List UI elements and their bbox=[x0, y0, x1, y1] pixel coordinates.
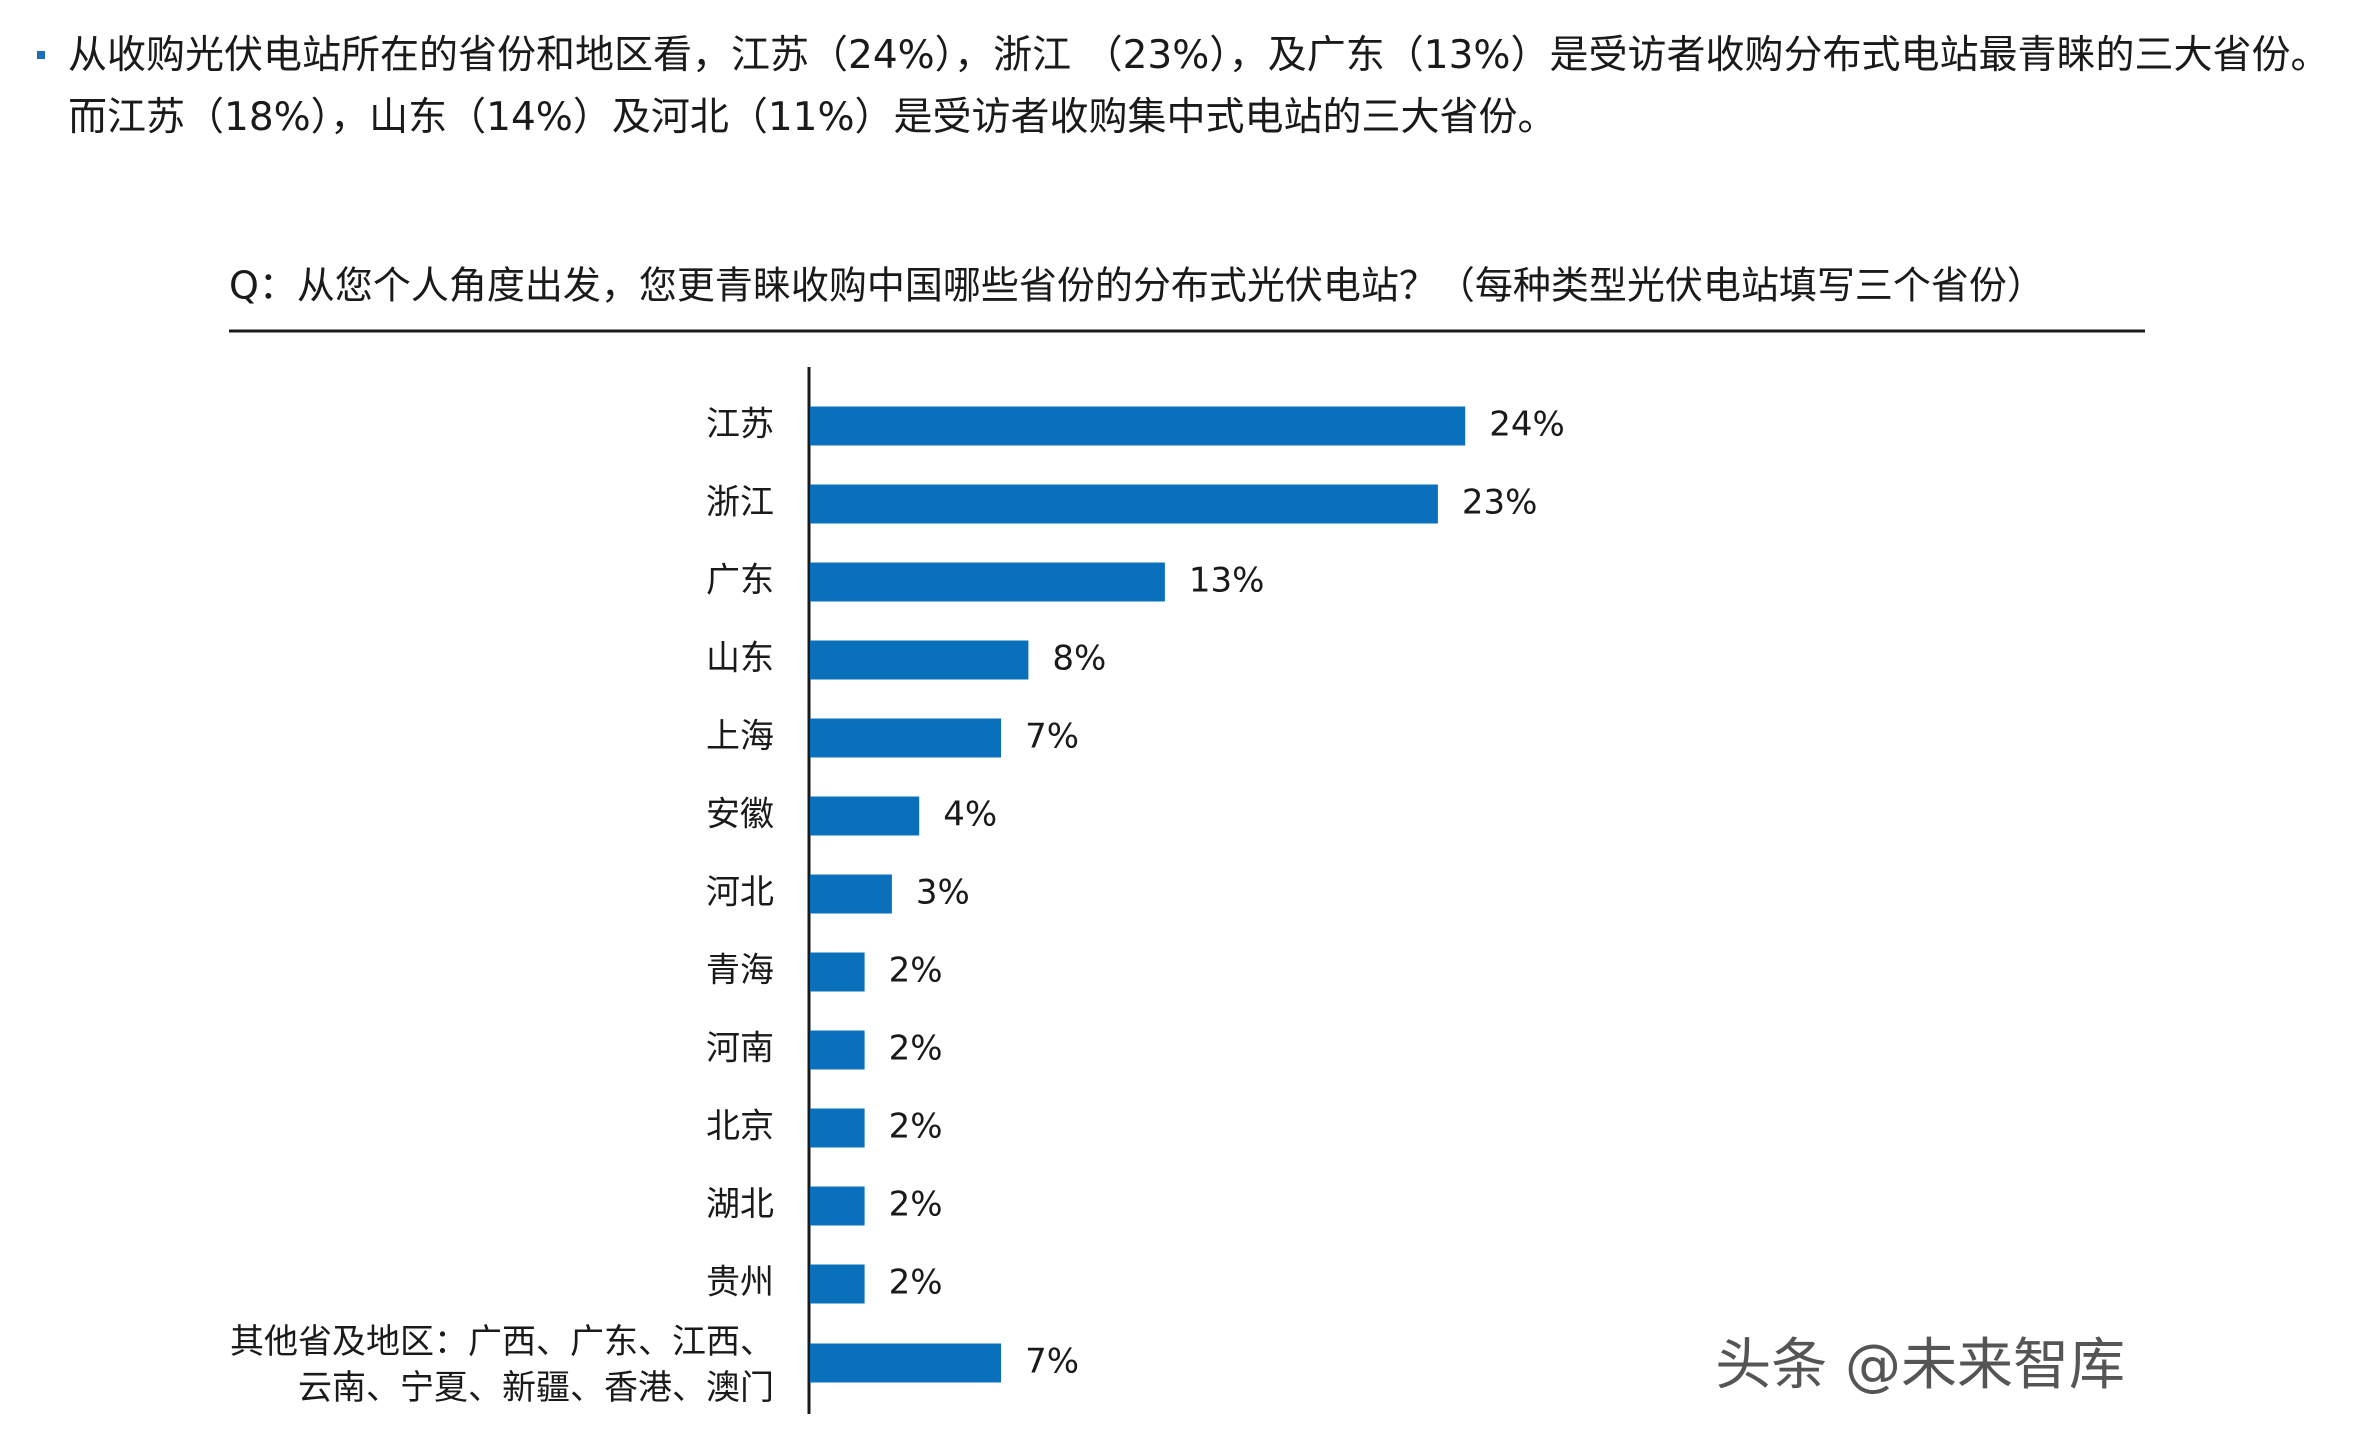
bar bbox=[810, 718, 1002, 758]
chart-title: Q：从您个人角度出发，您更青睐收购中国哪些省份的分布式光伏电站？（每种类型光伏电… bbox=[229, 264, 2045, 308]
value-label: 7% bbox=[1025, 717, 1079, 757]
value-label: 13% bbox=[1189, 561, 1265, 601]
y-tick-label: 河北 bbox=[706, 873, 774, 913]
value-label: 2% bbox=[889, 1029, 943, 1069]
y-tick-label: 广东 bbox=[706, 561, 774, 601]
bar bbox=[810, 1264, 865, 1304]
bar bbox=[810, 640, 1029, 680]
bar bbox=[810, 952, 865, 992]
value-label: 2% bbox=[889, 1107, 943, 1147]
bullet-line: 而江苏（18%），山东（14%）及河北（11%）是受访者收购集中式电站的三大省份… bbox=[68, 95, 1557, 140]
y-tick-label: 浙江 bbox=[706, 483, 774, 523]
value-label: 3% bbox=[916, 873, 970, 913]
bullet-text: 从收购光伏电站所在的省份和地区看，江苏（24%），浙江 （23%），及广东（13… bbox=[68, 25, 2329, 149]
bar bbox=[810, 562, 1165, 602]
y-tick-label: 山东 bbox=[706, 639, 774, 679]
bar bbox=[810, 874, 892, 914]
y-tick-label: 江苏 bbox=[706, 405, 774, 445]
bar bbox=[810, 1030, 865, 1070]
bar bbox=[810, 1343, 1002, 1383]
y-tick-label: 河南 bbox=[706, 1029, 774, 1069]
value-label: 7% bbox=[1025, 1342, 1079, 1382]
value-label: 24% bbox=[1489, 405, 1565, 445]
watermark: 头条 @未来智库 bbox=[1715, 1333, 2125, 1398]
value-label: 2% bbox=[889, 1185, 943, 1225]
value-label: 2% bbox=[889, 951, 943, 991]
y-tick-label: 北京 bbox=[706, 1107, 774, 1147]
bar bbox=[810, 1186, 865, 1226]
y-tick-label: 贵州 bbox=[706, 1263, 774, 1303]
bar bbox=[810, 484, 1438, 524]
bullet bbox=[37, 51, 45, 59]
y-tick-label: 青海 bbox=[706, 951, 774, 991]
bar bbox=[810, 1108, 865, 1148]
y-tick-label-text: 其他省及地区：广西、广东、江西、云南、宁夏、新疆、香港、澳门 bbox=[230, 1322, 774, 1408]
bar bbox=[810, 796, 920, 836]
bar bbox=[810, 406, 1466, 446]
value-label: 23% bbox=[1462, 483, 1538, 523]
value-label: 8% bbox=[1052, 639, 1106, 679]
bullet-line: 从收购光伏电站所在的省份和地区看，江苏（24%），浙江 （23%），及广东（13… bbox=[68, 33, 2330, 78]
y-tick-label: 上海 bbox=[706, 717, 774, 757]
y-tick-label: 其他省及地区：广西、广东、江西、云南、宁夏、新疆、香港、澳门 bbox=[230, 1322, 774, 1408]
y-tick-label: 湖北 bbox=[706, 1185, 774, 1225]
value-label: 2% bbox=[889, 1263, 943, 1303]
y-tick-label: 安徽 bbox=[706, 795, 774, 835]
value-label: 4% bbox=[943, 795, 997, 835]
